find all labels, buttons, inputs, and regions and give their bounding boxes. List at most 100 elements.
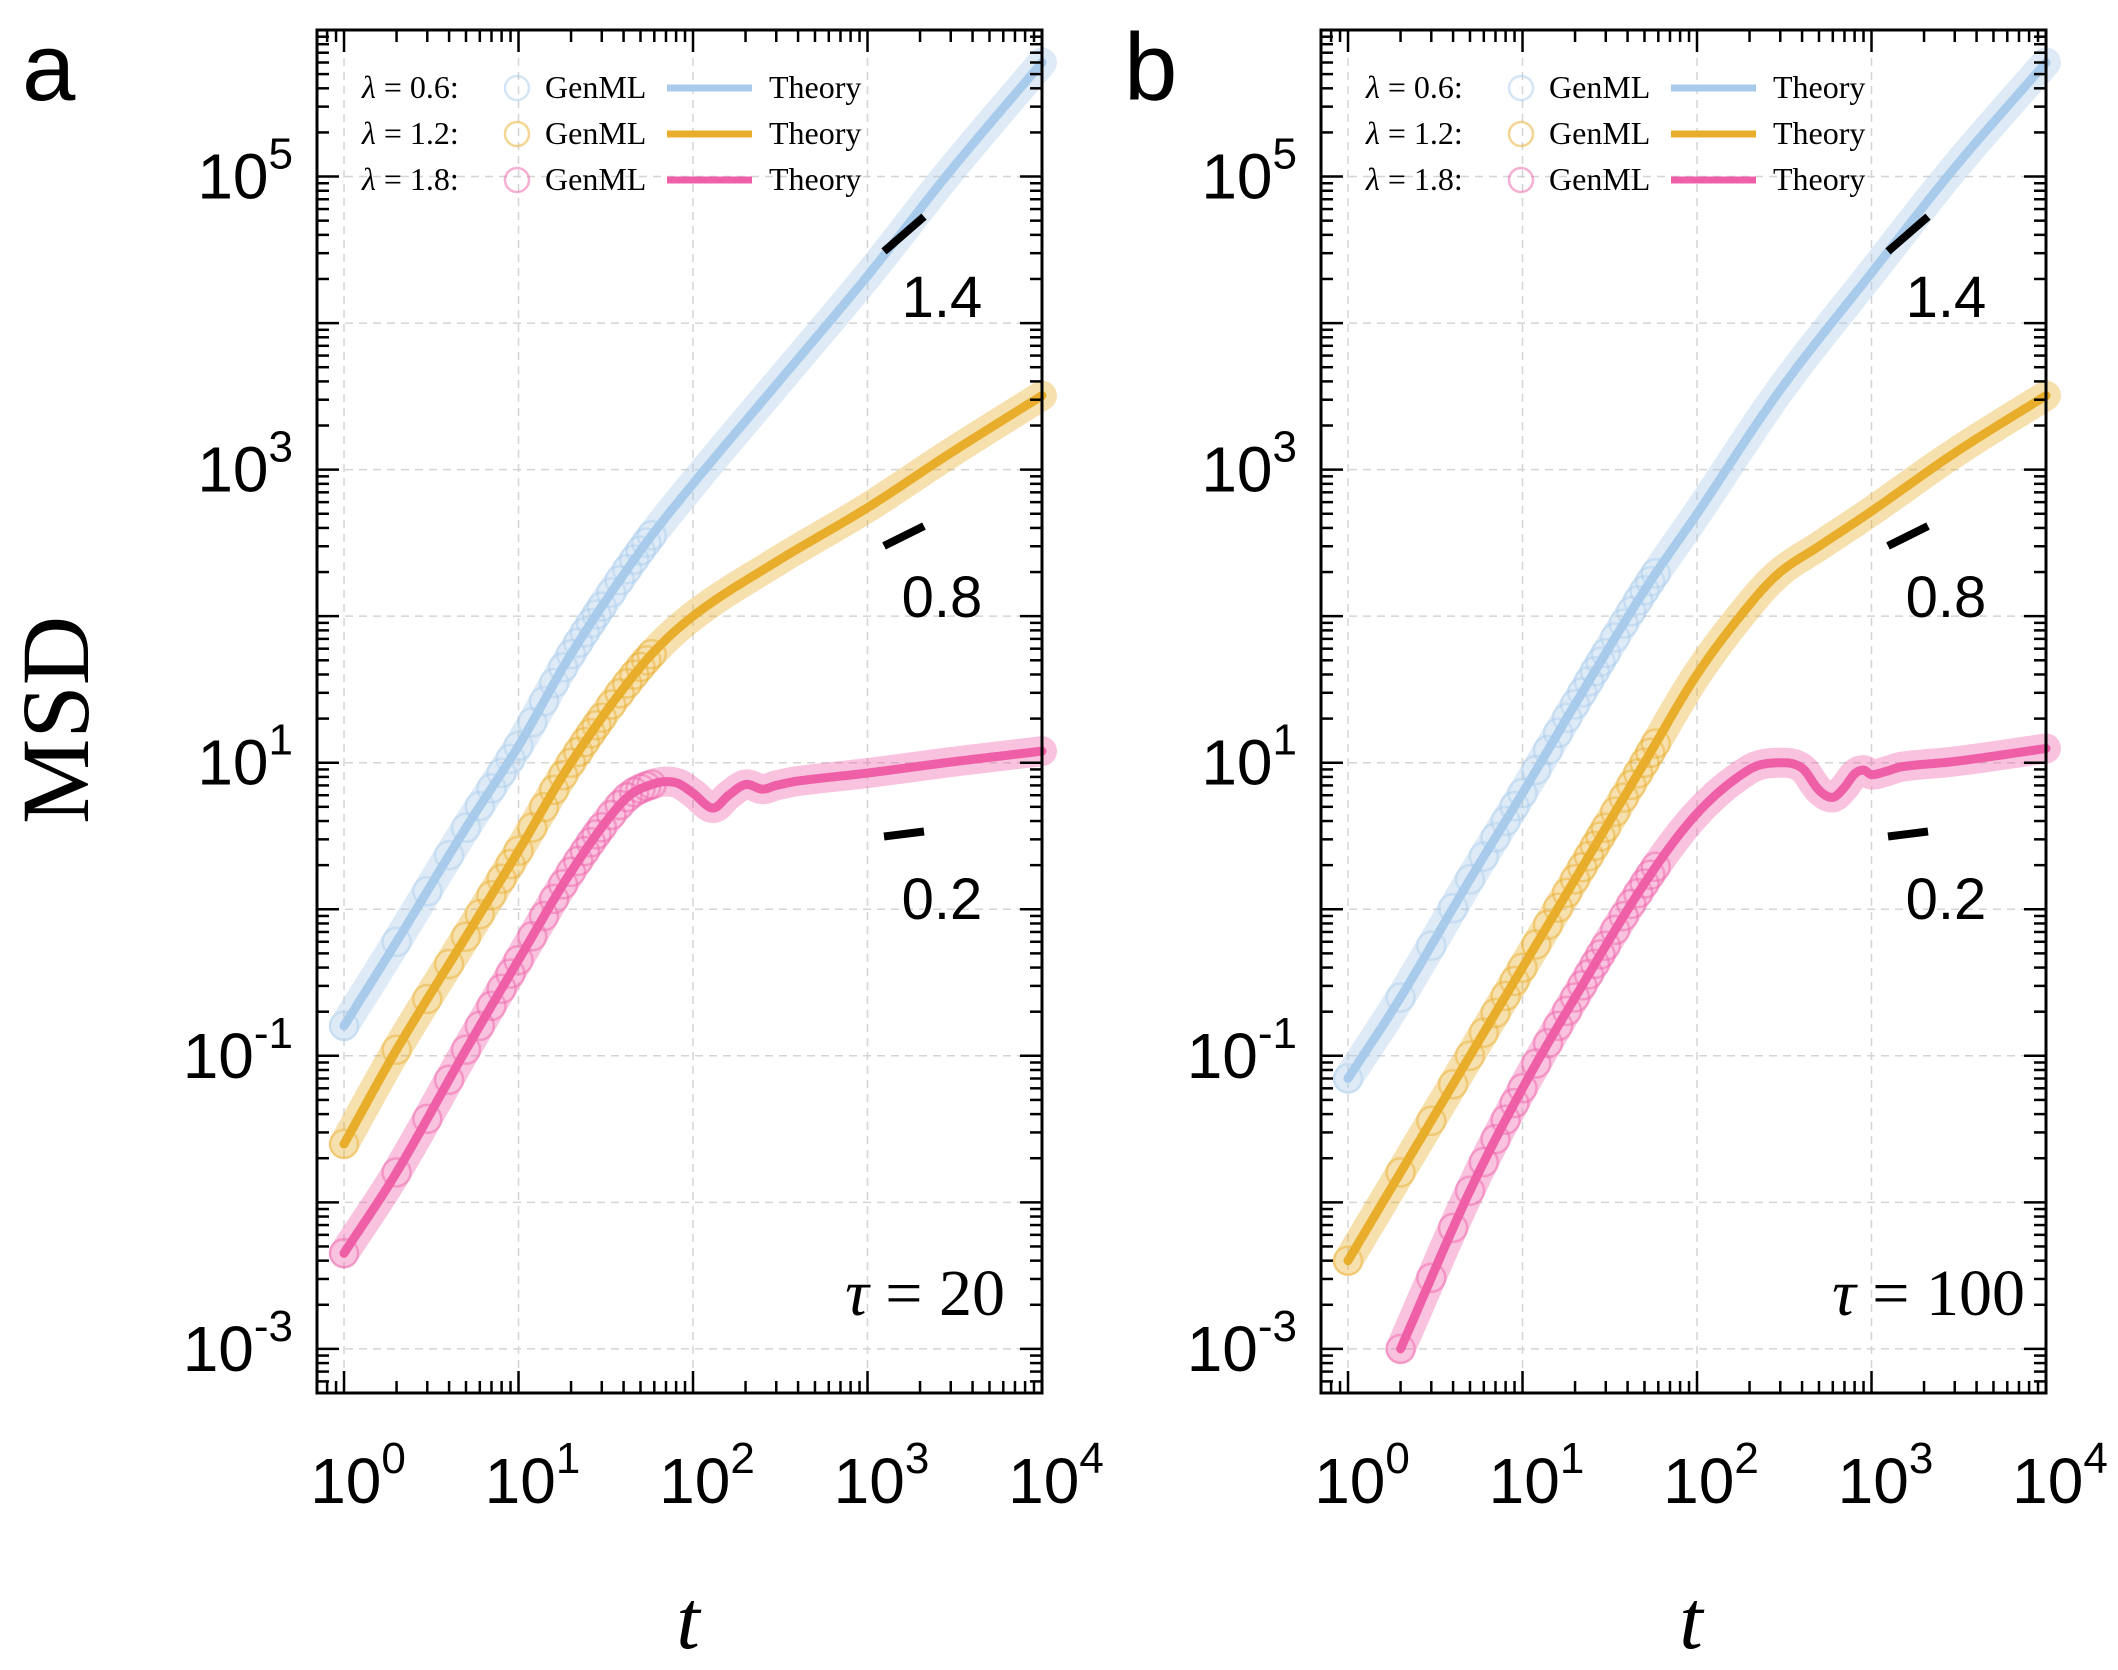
genml-marker [575, 718, 607, 749]
genml-marker [1622, 585, 1654, 616]
plot-frame-a [315, 28, 1044, 1395]
genml-marker [1454, 864, 1486, 895]
genml-marker [1590, 637, 1622, 669]
slope-segment [883, 827, 925, 841]
slope-segment [881, 213, 927, 255]
genml-marker [1629, 575, 1660, 606]
slope-label: 0.8 [902, 565, 983, 630]
genml-marker [1490, 980, 1521, 1012]
genml-marker [547, 652, 579, 683]
genml-marker [1416, 930, 1447, 961]
legend-genml-marker [503, 74, 531, 102]
legend-theory-label: Theory [1773, 161, 1865, 197]
legend-genml-marker [503, 166, 531, 194]
x-tick-label: 100 [310, 1434, 406, 1517]
slope-label: 1.4 [902, 265, 983, 330]
genml-marker [503, 835, 534, 867]
genml-marker [1590, 812, 1622, 843]
genml-marker [631, 527, 662, 558]
y-tick-label: 105 [197, 130, 293, 213]
genml-marker [569, 835, 601, 867]
y-tick-label: 103 [1201, 423, 1297, 506]
y-tick-label: 10-1 [1187, 1009, 1297, 1092]
genml-marker [450, 812, 482, 843]
genml-marker [618, 776, 650, 808]
genml-marker [1559, 864, 1591, 895]
genml-marker [563, 845, 594, 877]
x-tick-labels-a: 100 101 102 103 104 [310, 1434, 1104, 1517]
panel-label-a: a [22, 14, 76, 121]
genml-marker [555, 856, 587, 888]
genml-marker [604, 564, 635, 596]
genml-marker [1490, 805, 1521, 837]
genml-marker [412, 983, 443, 1015]
y-axis-label: MSD [2, 616, 109, 824]
panel-a: a 105 103 101 10-1 10-3 100 101 102 103 104 λ = … [22, 14, 1104, 1517]
series-layer-b [1332, 47, 2061, 1365]
genml-marker [1585, 821, 1616, 852]
genml-marker [433, 839, 465, 871]
genml-marker [1600, 796, 1631, 828]
y-tick-label: 10-1 [183, 1009, 293, 1092]
genml-marker [581, 709, 612, 741]
x-tick-label: 102 [1663, 1434, 1759, 1517]
x-axis-label-a: t [676, 1574, 702, 1667]
genml-marker [1468, 841, 1500, 872]
genml-marker [555, 747, 587, 778]
series-1 [1332, 47, 2061, 1094]
y-tick-label: 105 [1201, 130, 1297, 213]
genml-marker [464, 1010, 496, 1042]
genml-marker [1616, 769, 1647, 801]
genml-marker [612, 781, 643, 813]
genml-marker [631, 644, 662, 676]
genml-marker [1567, 970, 1598, 1001]
genml-marker [1521, 1048, 1552, 1079]
slope-label: 0.2 [1906, 867, 1987, 932]
genml-marker [433, 948, 465, 980]
genml-marker [1499, 965, 1530, 997]
genml-marker [1551, 702, 1583, 734]
theory-line [339, 391, 1047, 1149]
x-tick-label: 103 [1838, 1434, 1934, 1517]
genml-marker [1640, 851, 1671, 883]
genml-marker [1573, 840, 1605, 872]
genml-marker [586, 591, 618, 622]
genml-marker [1521, 754, 1552, 786]
minor-ticks-b [1321, 30, 2048, 1395]
genml-marker [1608, 900, 1639, 932]
genml-marker [1532, 909, 1564, 940]
genml-marker [555, 638, 587, 670]
genml-marker [1507, 952, 1538, 983]
x-tick-label: 103 [834, 1434, 930, 1517]
genml-marker [1480, 822, 1511, 853]
genml-marker [1551, 877, 1583, 909]
y-tick-labels-b: 105 103 101 10-1 10-3 [1187, 130, 1297, 1385]
genml-marker [604, 678, 635, 709]
slope-segment [882, 522, 926, 550]
x-tick-labels-b: 100 101 102 103 104 [1314, 1434, 2108, 1517]
genml-marker [1640, 558, 1671, 589]
genml-marker [575, 827, 607, 858]
genml-marker [1585, 939, 1616, 970]
genml-marker [563, 736, 594, 768]
legend-b: λ = 0.6: GenML Theory λ = 1.2: GenML Theory λ … [1365, 69, 1865, 197]
theory-line [1396, 744, 2051, 1354]
legend-theory-label: Theory [1773, 69, 1865, 105]
y-tick-labels-a: 105 103 101 10-1 10-3 [183, 130, 293, 1385]
genml-marker [625, 651, 656, 683]
plot-frame-b [1319, 28, 2048, 1395]
genml-marker [464, 898, 496, 930]
legend-genml-marker [1507, 166, 1535, 194]
x-tick-label: 101 [485, 1434, 581, 1517]
genml-marker [1468, 1146, 1500, 1178]
genml-marker [1573, 958, 1605, 990]
genml-marker [464, 790, 496, 822]
genml-marker [1579, 948, 1611, 980]
genml-marker [1635, 737, 1666, 769]
genml-marker [581, 819, 612, 850]
genml-marker [596, 689, 627, 720]
genml-marker [495, 848, 526, 880]
genml-marker [495, 743, 526, 775]
genml-marker [1507, 777, 1538, 809]
slope-label: 0.8 [1906, 565, 1987, 630]
